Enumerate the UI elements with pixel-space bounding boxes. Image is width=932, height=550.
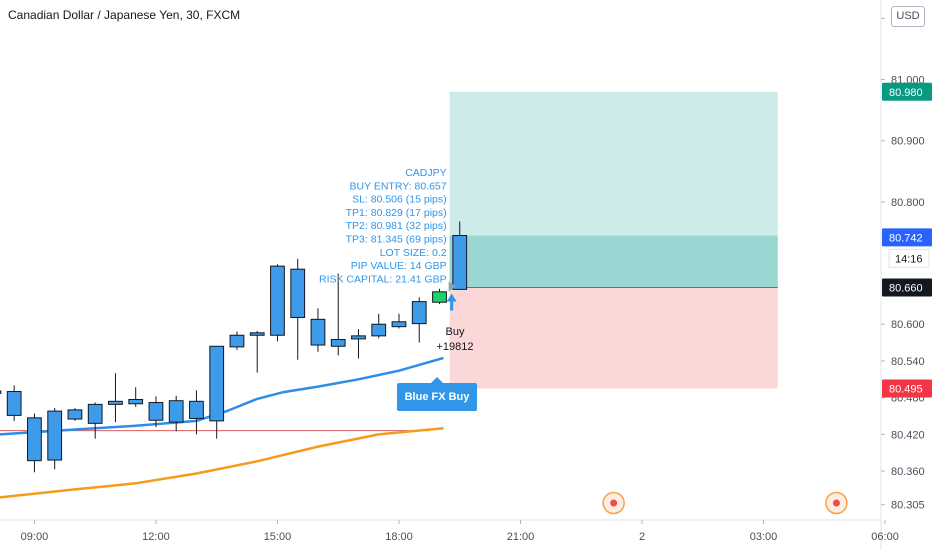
price-badge: [882, 379, 932, 398]
candle: [351, 335, 366, 340]
candle: [411, 301, 427, 325]
candle: [310, 318, 326, 346]
price-badge: [882, 82, 932, 101]
annotation-line: RISK CAPITAL: 21.41 GBP: [319, 273, 447, 285]
candle: [189, 400, 204, 419]
buy-arrow-icon: [446, 293, 457, 311]
candle: [47, 410, 63, 461]
event-marker-dot: [832, 499, 840, 507]
countdown-label: 14:16: [895, 253, 923, 265]
event-marker-dot: [610, 499, 618, 507]
time-tick-label: 12:00: [142, 531, 170, 543]
annotation-line: TP1: 80.829 (17 pips): [346, 207, 447, 219]
candle: [148, 402, 164, 421]
time-tick-label: 15:00: [264, 531, 292, 543]
stop-loss-zone: [449, 287, 778, 389]
candle: [270, 265, 285, 336]
candle: [209, 345, 225, 422]
price-badge-label: 80.742: [889, 232, 923, 244]
candle: [229, 334, 245, 348]
candle: [108, 400, 123, 405]
event-markers[interactable]: [602, 491, 848, 515]
countdown-badge: [888, 248, 930, 268]
candle: [330, 339, 346, 347]
price-tick-label: 80.800: [891, 197, 925, 209]
price-badge: [882, 278, 932, 297]
candle: [432, 291, 447, 303]
annotation-line: SL: 80.506 (15 pips): [352, 194, 447, 206]
annotation-line: CADJPY: [405, 167, 446, 179]
event-marker-icon[interactable]: [825, 491, 848, 515]
annotation-line: PIP VALUE: 14 GBP: [351, 260, 447, 272]
candle: [391, 321, 407, 328]
annotation-line: TP3: 81.345 (69 pips): [346, 234, 447, 246]
annotation-line: TP2: 80.981 (32 pips): [346, 220, 447, 232]
candle: [128, 398, 144, 405]
time-tick-label: 06:00: [871, 531, 899, 543]
indicator-lines: [0, 356, 444, 499]
time-axis[interactable]: 09:00 12:00 15:00 18:00 21:00 2 03:00 06:00: [0, 519, 899, 543]
buy-signal-label: Buy +19812: [430, 325, 480, 355]
price-axis[interactable]: 80.30580.36080.42080.48080.54080.60080.8…: [880, 0, 932, 550]
buy-signal-value: +19812: [436, 341, 474, 353]
indicator-label: Blue FX Buy: [397, 377, 477, 411]
time-tick-label: 2: [639, 531, 645, 543]
event-marker-icon[interactable]: [602, 491, 625, 515]
candle: [452, 235, 468, 290]
price-badge: [882, 228, 932, 247]
candle: [371, 323, 387, 337]
candle: [67, 409, 83, 420]
candle: [87, 403, 103, 424]
open-profit-zone: [449, 235, 778, 288]
candle: [6, 391, 22, 416]
time-tick-label: 09:00: [21, 531, 49, 543]
annotation-line: BUY ENTRY: 80.657: [350, 180, 447, 192]
candles: [0, 221, 468, 473]
candle: [290, 268, 306, 319]
candle: [168, 400, 184, 423]
price-badge-label: 80.495: [889, 383, 923, 395]
buy-signal-text: Buy: [445, 326, 465, 338]
currency-selector[interactable]: USD: [891, 6, 925, 27]
price-tick-label: 80.540: [891, 356, 925, 368]
candle: [27, 417, 42, 462]
blue-moving-average-line: [0, 356, 444, 436]
chart-title: Canadian Dollar / Japanese Yen, 30, FXCM: [8, 8, 241, 22]
orange-moving-average-line: [0, 426, 444, 499]
time-tick-label: 03:00: [750, 531, 778, 543]
candle: [249, 332, 265, 336]
price-tick-label: 80.360: [891, 466, 925, 478]
price-tick-label: 80.305: [891, 500, 925, 512]
price-tick-label: 80.900: [891, 136, 925, 148]
price-tick-label: 80.420: [891, 429, 925, 441]
price-tick-label: 80.600: [891, 319, 925, 331]
price-badge-label: 80.660: [889, 283, 923, 295]
position-zones: [449, 91, 778, 389]
time-tick-label: 21:00: [507, 531, 535, 543]
price-badge-label: 80.980: [889, 87, 923, 99]
annotation-line: LOT SIZE: 0.2: [380, 247, 447, 259]
signal-pointer-icon: [448, 281, 456, 292]
time-tick-label: 18:00: [385, 531, 413, 543]
candle: [0, 390, 2, 394]
